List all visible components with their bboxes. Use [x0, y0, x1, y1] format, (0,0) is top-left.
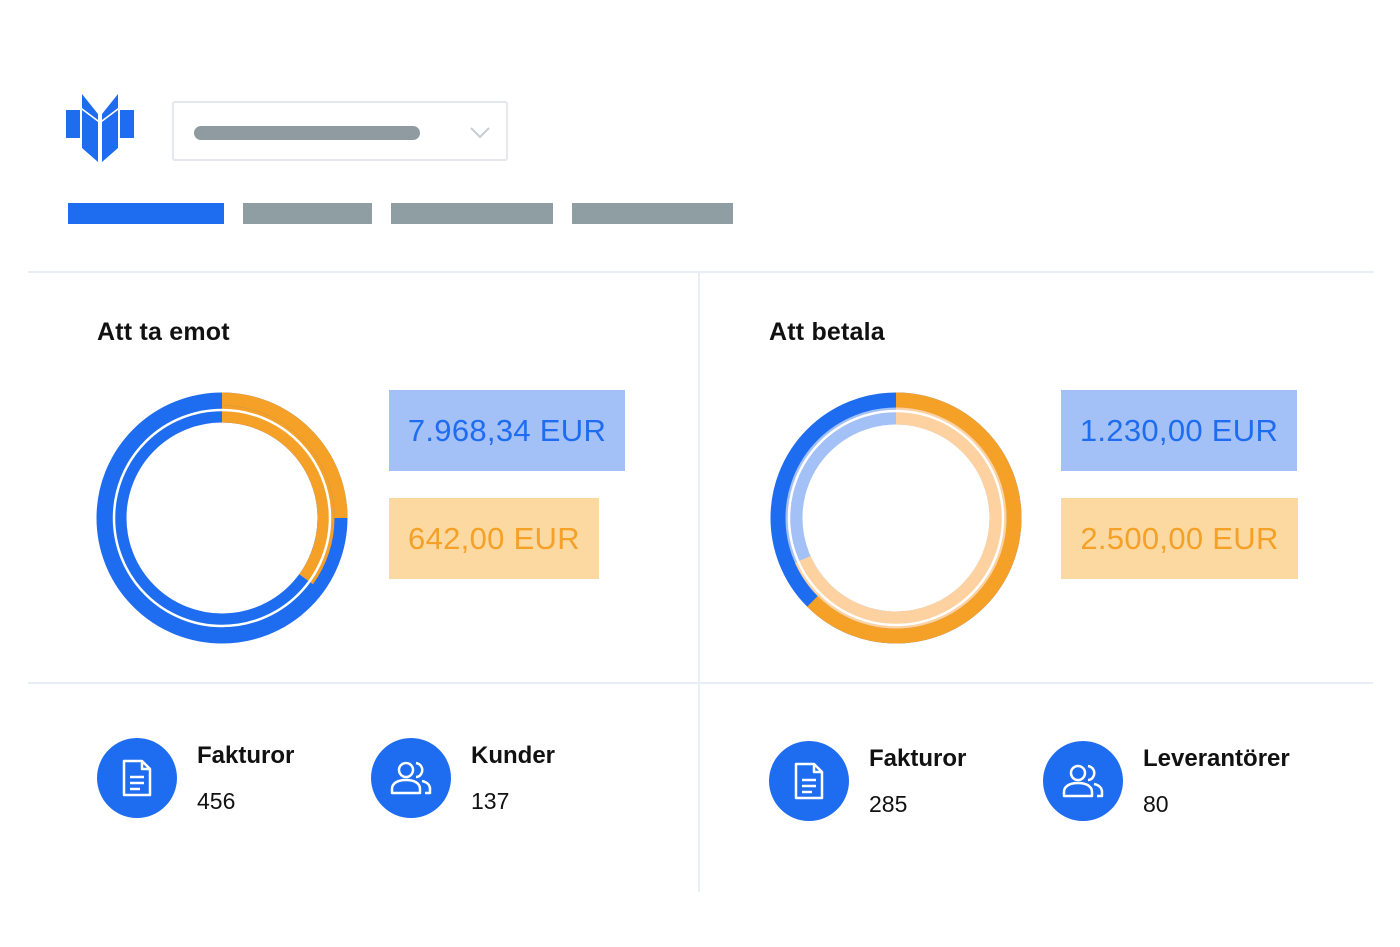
payable-suppliers-label: Leverantörer — [1143, 745, 1290, 772]
butterfly-logo-icon — [64, 92, 136, 162]
divider-middle — [28, 682, 1373, 684]
tab-4[interactable] — [572, 203, 733, 224]
receivable-title: Att ta emot — [97, 318, 230, 346]
payable-invoices-stat — [769, 741, 849, 821]
receivable-invoices-label: Fakturor — [197, 742, 295, 769]
receivable-customers-label: Kunder — [471, 742, 555, 769]
receivable-amount-blue: 7.968,34 EUR — [389, 390, 625, 471]
receivable-invoices-value: 456 — [197, 788, 236, 814]
company-dropdown[interactable] — [172, 101, 508, 161]
payable-suppliers-stat — [1043, 741, 1123, 821]
receivable-amount-orange: 642,00 EUR — [389, 498, 599, 579]
divider-vertical — [698, 272, 700, 892]
payable-invoices-value: 285 — [869, 791, 908, 817]
payable-inner-orange-arc — [785, 407, 1007, 629]
receivable-outer-orange-arc — [96, 392, 348, 644]
receivable-customers-stat — [371, 738, 451, 818]
receivable-donut-chart — [96, 392, 348, 644]
payable-amount-blue: 1.230,00 EUR — [1061, 390, 1297, 471]
payable-suppliers-value: 80 — [1143, 791, 1169, 817]
users-icon — [390, 761, 432, 795]
tab-1[interactable] — [68, 203, 224, 224]
receivable-customers-value: 137 — [471, 788, 510, 814]
tab-3[interactable] — [391, 203, 553, 224]
divider-top — [28, 271, 1373, 273]
receivable-invoices-stat — [97, 738, 177, 818]
payable-outer-orange-arc — [770, 392, 1022, 644]
payable-amount-orange: 2.500,00 EUR — [1061, 498, 1298, 579]
chevron-down-icon — [470, 127, 490, 139]
payable-title: Att betala — [769, 318, 885, 346]
document-icon — [794, 762, 824, 800]
users-icon — [1062, 764, 1104, 798]
payable-donut-chart — [770, 392, 1022, 644]
receivable-inner-orange-arc — [109, 405, 335, 631]
payable-invoices-label: Fakturor — [869, 745, 967, 772]
document-icon — [122, 759, 152, 797]
tab-2[interactable] — [243, 203, 372, 224]
dropdown-value-placeholder — [194, 126, 420, 140]
